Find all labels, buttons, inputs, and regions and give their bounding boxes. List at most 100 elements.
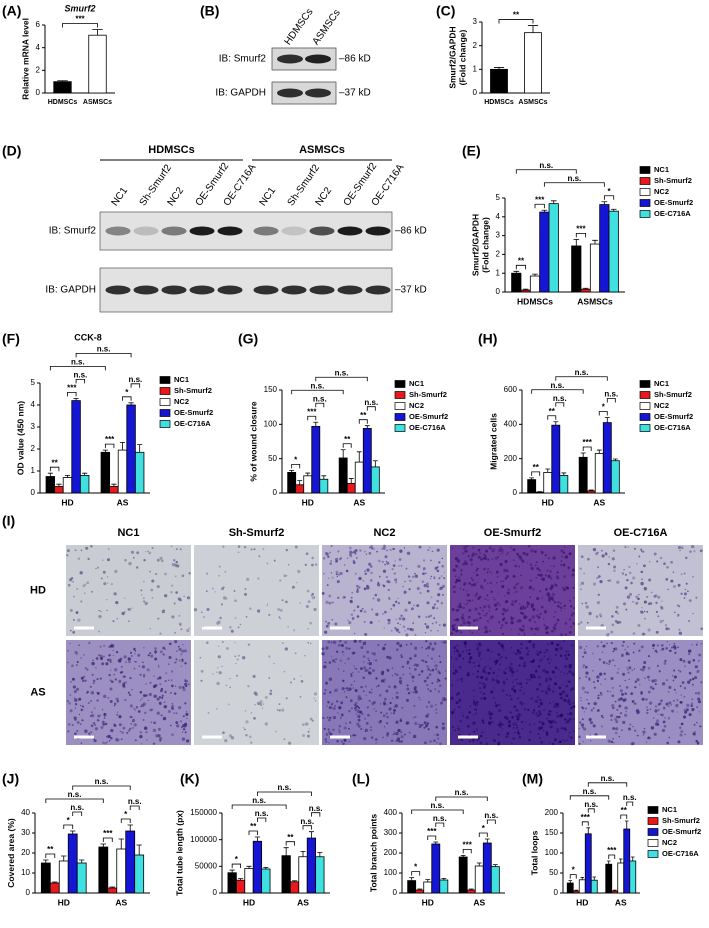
significance-label: ***: [581, 813, 591, 822]
bar: [72, 401, 81, 493]
cell: [514, 565, 517, 568]
cell: [401, 735, 404, 738]
cell: [533, 712, 535, 714]
cell: [406, 688, 409, 691]
y-tick-label: 4: [36, 43, 41, 52]
cell: [113, 655, 114, 656]
cell: [667, 641, 669, 643]
bar: [253, 841, 261, 893]
cell: [514, 600, 517, 603]
cell: [538, 676, 541, 679]
cell: [423, 559, 425, 561]
cell: [430, 705, 433, 708]
cell: [661, 601, 662, 602]
x-tick-label: ASMSCs: [518, 99, 547, 106]
cell: [518, 555, 521, 558]
cell: [332, 702, 333, 703]
cell: [520, 607, 523, 610]
cell: [569, 631, 572, 634]
cell: [560, 671, 561, 672]
cell: [249, 736, 252, 739]
cell: [386, 656, 389, 659]
x-tick-label: AS: [593, 497, 605, 507]
cell: [581, 582, 584, 585]
cell: [695, 597, 697, 599]
cell: [554, 705, 555, 706]
cell: [178, 646, 180, 648]
cell: [582, 687, 585, 690]
bar: [46, 477, 55, 494]
significance-label: n.s.: [583, 787, 597, 796]
cell: [496, 608, 498, 610]
cell: [175, 591, 178, 594]
cell: [128, 692, 130, 694]
cell: [185, 685, 187, 687]
cell: [329, 602, 332, 605]
cell: [85, 667, 87, 669]
cell: [182, 659, 184, 661]
cell: [216, 708, 218, 710]
bar: [491, 867, 499, 893]
cell: [660, 620, 663, 623]
cell: [485, 615, 487, 617]
cell: [102, 723, 105, 726]
cell: [539, 613, 542, 616]
cell: [458, 726, 459, 727]
cell: [70, 681, 72, 683]
cell: [366, 585, 369, 588]
cell: [146, 739, 147, 740]
cell: [136, 566, 138, 568]
cell: [539, 713, 542, 716]
cell: [141, 594, 142, 595]
cell: [134, 723, 137, 726]
cell: [557, 742, 558, 743]
cell: [228, 703, 230, 705]
cell: [414, 654, 417, 657]
cell: [428, 701, 430, 703]
significance-label: n.s.: [623, 793, 637, 802]
legend-swatch: [395, 403, 405, 410]
cell: [569, 681, 571, 683]
cell: [322, 717, 324, 719]
cell: [476, 728, 478, 730]
row-label: IB: Smurf2: [49, 226, 97, 237]
cell: [535, 712, 537, 714]
y-tick-label: 0: [554, 888, 559, 897]
cell: [363, 737, 366, 740]
cell: [695, 665, 698, 668]
cell: [367, 714, 370, 717]
cell: [539, 699, 542, 702]
cell: [488, 672, 491, 675]
cell: [168, 680, 169, 681]
cell: [485, 737, 486, 738]
cell: [660, 650, 661, 651]
cell: [105, 723, 108, 726]
cell: [550, 565, 551, 566]
cell: [402, 666, 404, 668]
cell: [402, 617, 405, 620]
cell: [478, 556, 481, 559]
cell: [500, 627, 502, 629]
cell: [329, 706, 332, 709]
cell: [467, 594, 470, 597]
cell: [73, 619, 75, 621]
significance-label: n.s.: [255, 809, 269, 818]
cell: [482, 609, 484, 611]
cell: [395, 582, 397, 584]
cell: [327, 584, 329, 586]
cell: [608, 556, 609, 557]
cell: [404, 581, 405, 582]
cell: [461, 569, 463, 571]
cell: [665, 578, 668, 581]
cell: [569, 670, 572, 673]
cell: [341, 713, 343, 715]
cell: [331, 619, 333, 621]
cell: [558, 668, 560, 670]
cell: [590, 721, 593, 724]
bar: [536, 492, 544, 493]
cell: [518, 651, 521, 654]
y-axis-label: Total loops: [529, 830, 539, 875]
x-tick-label: HD: [542, 497, 554, 507]
cell: [517, 730, 519, 732]
cell: [169, 656, 172, 659]
